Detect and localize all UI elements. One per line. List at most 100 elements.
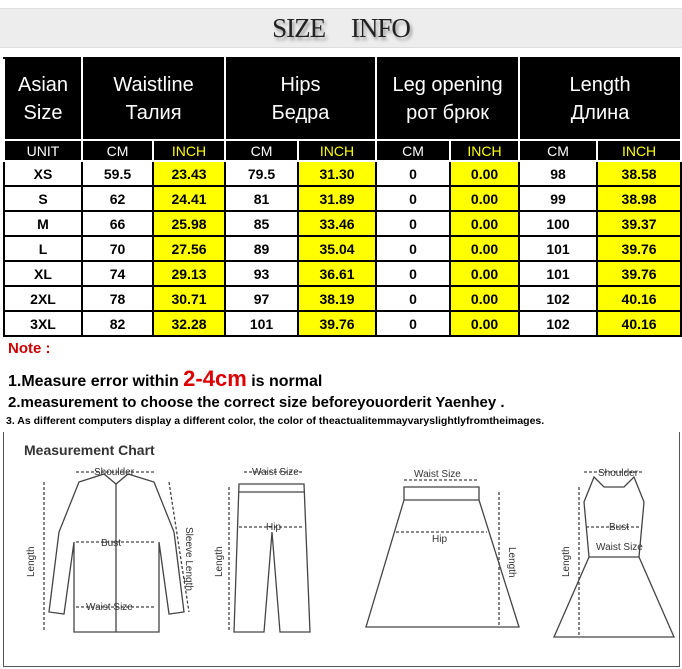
table-row: S 62 24.41 81 31.89 0 0.00 99 38.98	[3, 185, 682, 212]
size-cell: XS	[3, 160, 83, 187]
header-size: Asian Size	[3, 57, 83, 141]
note-heading: Note :	[8, 340, 51, 357]
value-cell: 0.00	[449, 310, 521, 337]
header-leg-opening: Leg opening рот брюк	[375, 57, 521, 141]
value-cell: 62	[81, 185, 154, 212]
value-cell: 101	[518, 260, 599, 287]
unit-cell: UNIT	[3, 139, 83, 162]
value-cell: 0	[375, 185, 452, 212]
value-cell: 70	[81, 235, 154, 262]
value-cell: 0.00	[449, 210, 521, 237]
value-cell: 39.76	[297, 310, 378, 337]
value-cell: 0.00	[449, 160, 521, 187]
svg-text:Length: Length	[506, 547, 517, 578]
unit-row: UNIT CM INCH CM INCH CM INCH CM INCH	[3, 139, 682, 162]
size-cell: 2XL	[3, 285, 83, 312]
value-cell: 74	[81, 260, 154, 287]
size-table: Asian Size Waistline Талия Hips Бедра Leg o…	[3, 57, 682, 337]
value-cell: 59.5	[81, 160, 154, 187]
svg-text:Length: Length	[561, 546, 572, 577]
unit-cell: CM	[375, 139, 452, 162]
value-cell: 40.16	[596, 285, 682, 312]
table-row: XL 74 29.13 93 36.61 0 0.00 101 39.76	[3, 260, 682, 287]
header-hips: Hips Бедра	[224, 57, 378, 141]
value-cell: 98	[518, 160, 599, 187]
value-cell: 0.00	[449, 235, 521, 262]
error-range: 2-4cm	[183, 366, 247, 391]
page-title: SIZE INFO	[272, 13, 411, 43]
chart-title: Measurement Chart	[24, 442, 155, 458]
value-cell: 89	[224, 235, 300, 262]
value-cell: 31.89	[297, 185, 378, 212]
value-cell: 29.13	[151, 260, 227, 287]
value-cell: 101	[224, 310, 300, 337]
unit-cell: INCH	[596, 139, 682, 162]
header-length: Length Длина	[518, 57, 682, 141]
svg-text:Shoulder: Shoulder	[94, 467, 135, 478]
value-cell: 0	[375, 285, 452, 312]
value-cell: 30.71	[151, 285, 227, 312]
table-row: XS 59.5 23.43 79.5 31.30 0 0.00 98 38.58	[3, 160, 682, 187]
svg-text:Hip: Hip	[266, 522, 281, 533]
value-cell: 0.00	[449, 260, 521, 287]
value-cell: 39.76	[596, 235, 682, 262]
table-row: M 66 25.98 85 33.46 0 0.00 100 39.37	[3, 210, 682, 237]
svg-text:Bust: Bust	[101, 538, 121, 549]
value-cell: 33.46	[297, 210, 378, 237]
size-cell: XL	[3, 260, 83, 287]
value-cell: 40.16	[596, 310, 682, 337]
header-waistline: Waistline Талия	[80, 57, 227, 141]
value-cell: 24.41	[151, 185, 227, 212]
skirt-diagram: Waist Size Hip Length	[365, 469, 520, 628]
value-cell: 0.00	[449, 185, 521, 212]
value-cell: 31.30	[297, 160, 378, 187]
value-cell: 99	[518, 185, 599, 212]
dress-diagram: Shoulder Bust Waist Size Length	[553, 468, 675, 638]
svg-text:Waist Size: Waist Size	[252, 467, 299, 478]
value-cell: 36.61	[297, 260, 378, 287]
unit-cell: CM	[518, 139, 599, 162]
value-cell: 0	[375, 260, 452, 287]
value-cell: 0	[375, 235, 452, 262]
svg-text:Waist Size: Waist Size	[596, 542, 643, 553]
size-cell: L	[3, 235, 83, 262]
size-cell: 3XL	[3, 310, 83, 337]
value-cell: 100	[518, 210, 599, 237]
value-cell: 97	[224, 285, 300, 312]
value-cell: 38.19	[297, 285, 378, 312]
value-cell: 93	[224, 260, 300, 287]
value-cell: 39.76	[596, 260, 682, 287]
value-cell: 78	[81, 285, 154, 312]
svg-text:Waist Size: Waist Size	[86, 602, 133, 613]
value-cell: 81	[224, 185, 300, 212]
svg-text:Waist Size: Waist Size	[414, 469, 461, 480]
svg-text:Shoulder: Shoulder	[598, 468, 639, 479]
size-cell: M	[3, 210, 83, 237]
value-cell: 101	[518, 235, 599, 262]
value-cell: 79.5	[224, 160, 300, 187]
header-row: Asian Size Waistline Талия Hips Бедра Leg o…	[3, 57, 682, 141]
value-cell: 32.28	[151, 310, 227, 337]
svg-text:Length: Length	[26, 546, 37, 577]
table-row: 2XL 78 30.71 97 38.19 0 0.00 102 40.16	[3, 285, 682, 312]
unit-cell: CM	[81, 139, 154, 162]
value-cell: 0	[375, 310, 452, 337]
value-cell: 27.56	[151, 235, 227, 262]
note-line-2: 2.measurement to choose the correct size…	[8, 394, 505, 411]
shirt-diagram: Shoulder Bust Waist Size Length Sleeve L…	[26, 467, 194, 633]
measurement-chart: Measurement Chart Shoulder Bust Waist Si…	[3, 432, 680, 667]
value-cell: 66	[81, 210, 154, 237]
value-cell: 38.58	[596, 160, 682, 187]
title-banner: SIZE INFO	[0, 8, 682, 48]
value-cell: 102	[518, 310, 599, 337]
unit-cell: INCH	[151, 139, 227, 162]
value-cell: 102	[518, 285, 599, 312]
value-cell: 35.04	[297, 235, 378, 262]
unit-cell: CM	[224, 139, 300, 162]
size-cell: S	[3, 185, 83, 212]
table-row: L 70 27.56 89 35.04 0 0.00 101 39.76	[3, 235, 682, 262]
table-row: 3XL 82 32.28 101 39.76 0 0.00 102 40.16	[3, 310, 682, 337]
value-cell: 39.37	[596, 210, 682, 237]
value-cell: 85	[224, 210, 300, 237]
